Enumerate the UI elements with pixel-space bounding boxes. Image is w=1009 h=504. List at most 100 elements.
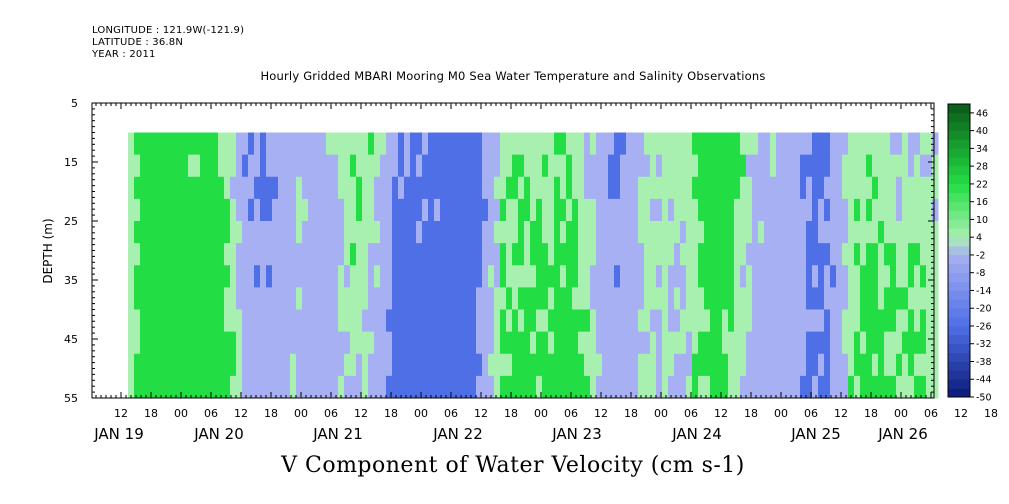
heatmap-cell (860, 132, 867, 156)
heatmap-cell (884, 309, 891, 333)
heatmap-cell (452, 132, 459, 156)
heatmap-cell (170, 243, 177, 266)
heatmap-cell (152, 375, 159, 399)
heatmap-cell (548, 132, 555, 156)
heatmap-cell (734, 265, 741, 288)
heatmap-cell (440, 221, 447, 244)
heatmap-cell (260, 309, 267, 333)
heatmap-cell (656, 309, 663, 333)
heatmap-cell (386, 154, 393, 178)
heatmap-cell (716, 331, 723, 355)
heatmap-cell (662, 132, 669, 156)
heatmap-cell (746, 132, 753, 156)
heatmap-cell (554, 243, 561, 266)
heatmap-cell (890, 176, 897, 200)
heatmap-cell (410, 132, 417, 156)
colorbar-segment (948, 228, 970, 238)
heatmap-cell (842, 176, 849, 200)
heatmap-cell (746, 375, 753, 399)
colorbar-segment (948, 237, 970, 247)
heatmap-cell (344, 375, 351, 399)
heatmap-cell (800, 176, 807, 200)
heatmap-cell (620, 353, 627, 377)
colorbar-segment (948, 246, 970, 256)
heatmap-cell (524, 353, 531, 377)
heatmap-cell (794, 287, 801, 310)
heatmap-cell (290, 243, 297, 266)
heatmap-cell (614, 353, 621, 377)
heatmap-cell (236, 221, 243, 244)
heatmap-cell (314, 287, 321, 310)
heatmap-cell (482, 331, 489, 355)
heatmap-cell (860, 265, 867, 288)
heatmap-cell (704, 287, 711, 310)
heatmap-cell (242, 132, 249, 156)
heatmap-cell (530, 176, 537, 200)
heatmap-cell (734, 353, 741, 377)
heatmap-cell (440, 198, 447, 222)
heatmap-cell (290, 331, 297, 355)
heatmap-cell (920, 287, 927, 310)
heatmap-cell (644, 176, 651, 200)
heatmap-cell (272, 331, 279, 355)
x-hour-label: 12 (354, 407, 368, 420)
heatmap-cell (398, 176, 405, 200)
heatmap-cell (542, 331, 549, 355)
heatmap-cell (728, 353, 735, 377)
heatmap-cell (302, 132, 309, 156)
heatmap-cell (572, 353, 579, 377)
x-hour-label: 12 (834, 407, 848, 420)
heatmap-cell (404, 243, 411, 266)
heatmap-cell (134, 287, 141, 310)
heatmap-cell (932, 198, 939, 222)
heatmap-cell (920, 331, 927, 355)
heatmap-cell (446, 287, 453, 310)
heatmap-cell (788, 198, 795, 222)
heatmap-cell (542, 176, 549, 200)
heatmap-cell (782, 287, 789, 310)
heatmap-cell (200, 287, 207, 310)
heatmap-cell (674, 309, 681, 333)
heatmap-cell (140, 221, 147, 244)
heatmap-cell (458, 309, 465, 333)
heatmap-cell (854, 375, 861, 399)
heatmap-cell (392, 353, 399, 377)
heatmap-cell (440, 331, 447, 355)
colorbar-label: -32 (976, 339, 992, 350)
heatmap-cell (470, 154, 477, 178)
heatmap-cell (770, 375, 777, 399)
heatmap-cell (146, 132, 153, 156)
heatmap-cell (182, 309, 189, 333)
heatmap-cell (470, 132, 477, 156)
heatmap-cell (740, 353, 747, 377)
heatmap-cell (410, 331, 417, 355)
heatmap-cell (608, 132, 615, 156)
heatmap-cell (536, 331, 543, 355)
colorbar-label: 16 (976, 197, 988, 208)
heatmap-cell (716, 176, 723, 200)
heatmap-cell (212, 154, 219, 178)
heatmap-cell (596, 243, 603, 266)
heatmap-cell (470, 176, 477, 200)
heatmap-cell (260, 331, 267, 355)
heatmap-cell (728, 132, 735, 156)
heatmap-cell (632, 375, 639, 399)
heatmap-cell (680, 331, 687, 355)
x-day-label: JAN 19 (93, 425, 144, 443)
heatmap-cell (224, 331, 231, 355)
heatmap-cell (422, 132, 429, 156)
heatmap-cell (470, 198, 477, 222)
heatmap-cell (260, 353, 267, 377)
heatmap-cell (398, 265, 405, 288)
heatmap-cell (698, 265, 705, 288)
heatmap-cell (200, 309, 207, 333)
heatmap-cell (626, 375, 633, 399)
heatmap-cell (134, 331, 141, 355)
heatmap-cell (506, 154, 513, 178)
heatmap-cell (770, 221, 777, 244)
colorbar-label: 10 (976, 215, 988, 226)
heatmap-cell (428, 132, 435, 156)
heatmap-cell (428, 375, 435, 399)
heatmap-cell (146, 375, 153, 399)
heatmap-cell (554, 132, 561, 156)
